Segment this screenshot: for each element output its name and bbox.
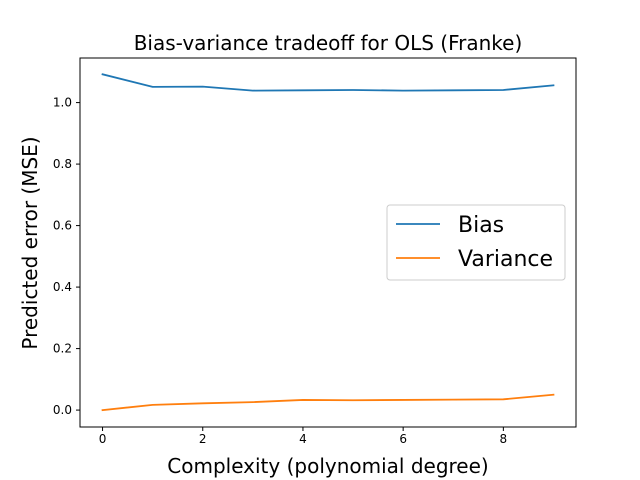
legend-label-bias: Bias (458, 213, 504, 238)
chart-title: Bias-variance tradeoff for OLS (Franke) (134, 31, 523, 55)
plot-frame (79, 57, 577, 428)
y-tick-label: 0.8 (53, 157, 72, 171)
x-axis-label: Complexity (polynomial degree) (167, 454, 488, 478)
legend-label-variance: Variance (458, 247, 553, 272)
series-line-bias (101, 73, 555, 92)
series-line-variance (101, 393, 555, 412)
legend: Bias Variance (386, 204, 566, 281)
series-layer (101, 73, 555, 412)
y-tick-label: 0.0 (53, 403, 72, 417)
x-tick-label: 4 (299, 432, 307, 446)
y-tick-label: 0.4 (53, 280, 72, 294)
legend-items: Bias Variance (396, 213, 553, 272)
x-tick-label: 6 (399, 432, 407, 446)
y-tick-label: 0.6 (53, 219, 72, 233)
tick-layer: 0 2 4 6 8 0.0 0.2 0.4 0.6 0.8 1.0 (53, 96, 507, 446)
y-tick-label: 1.0 (53, 96, 72, 110)
x-tick-label: 2 (199, 432, 207, 446)
x-tick-label: 8 (500, 432, 508, 446)
y-axis-label: Predicted error (MSE) (18, 136, 42, 349)
x-tick-label: 0 (99, 432, 107, 446)
y-tick-label: 0.2 (53, 342, 72, 356)
